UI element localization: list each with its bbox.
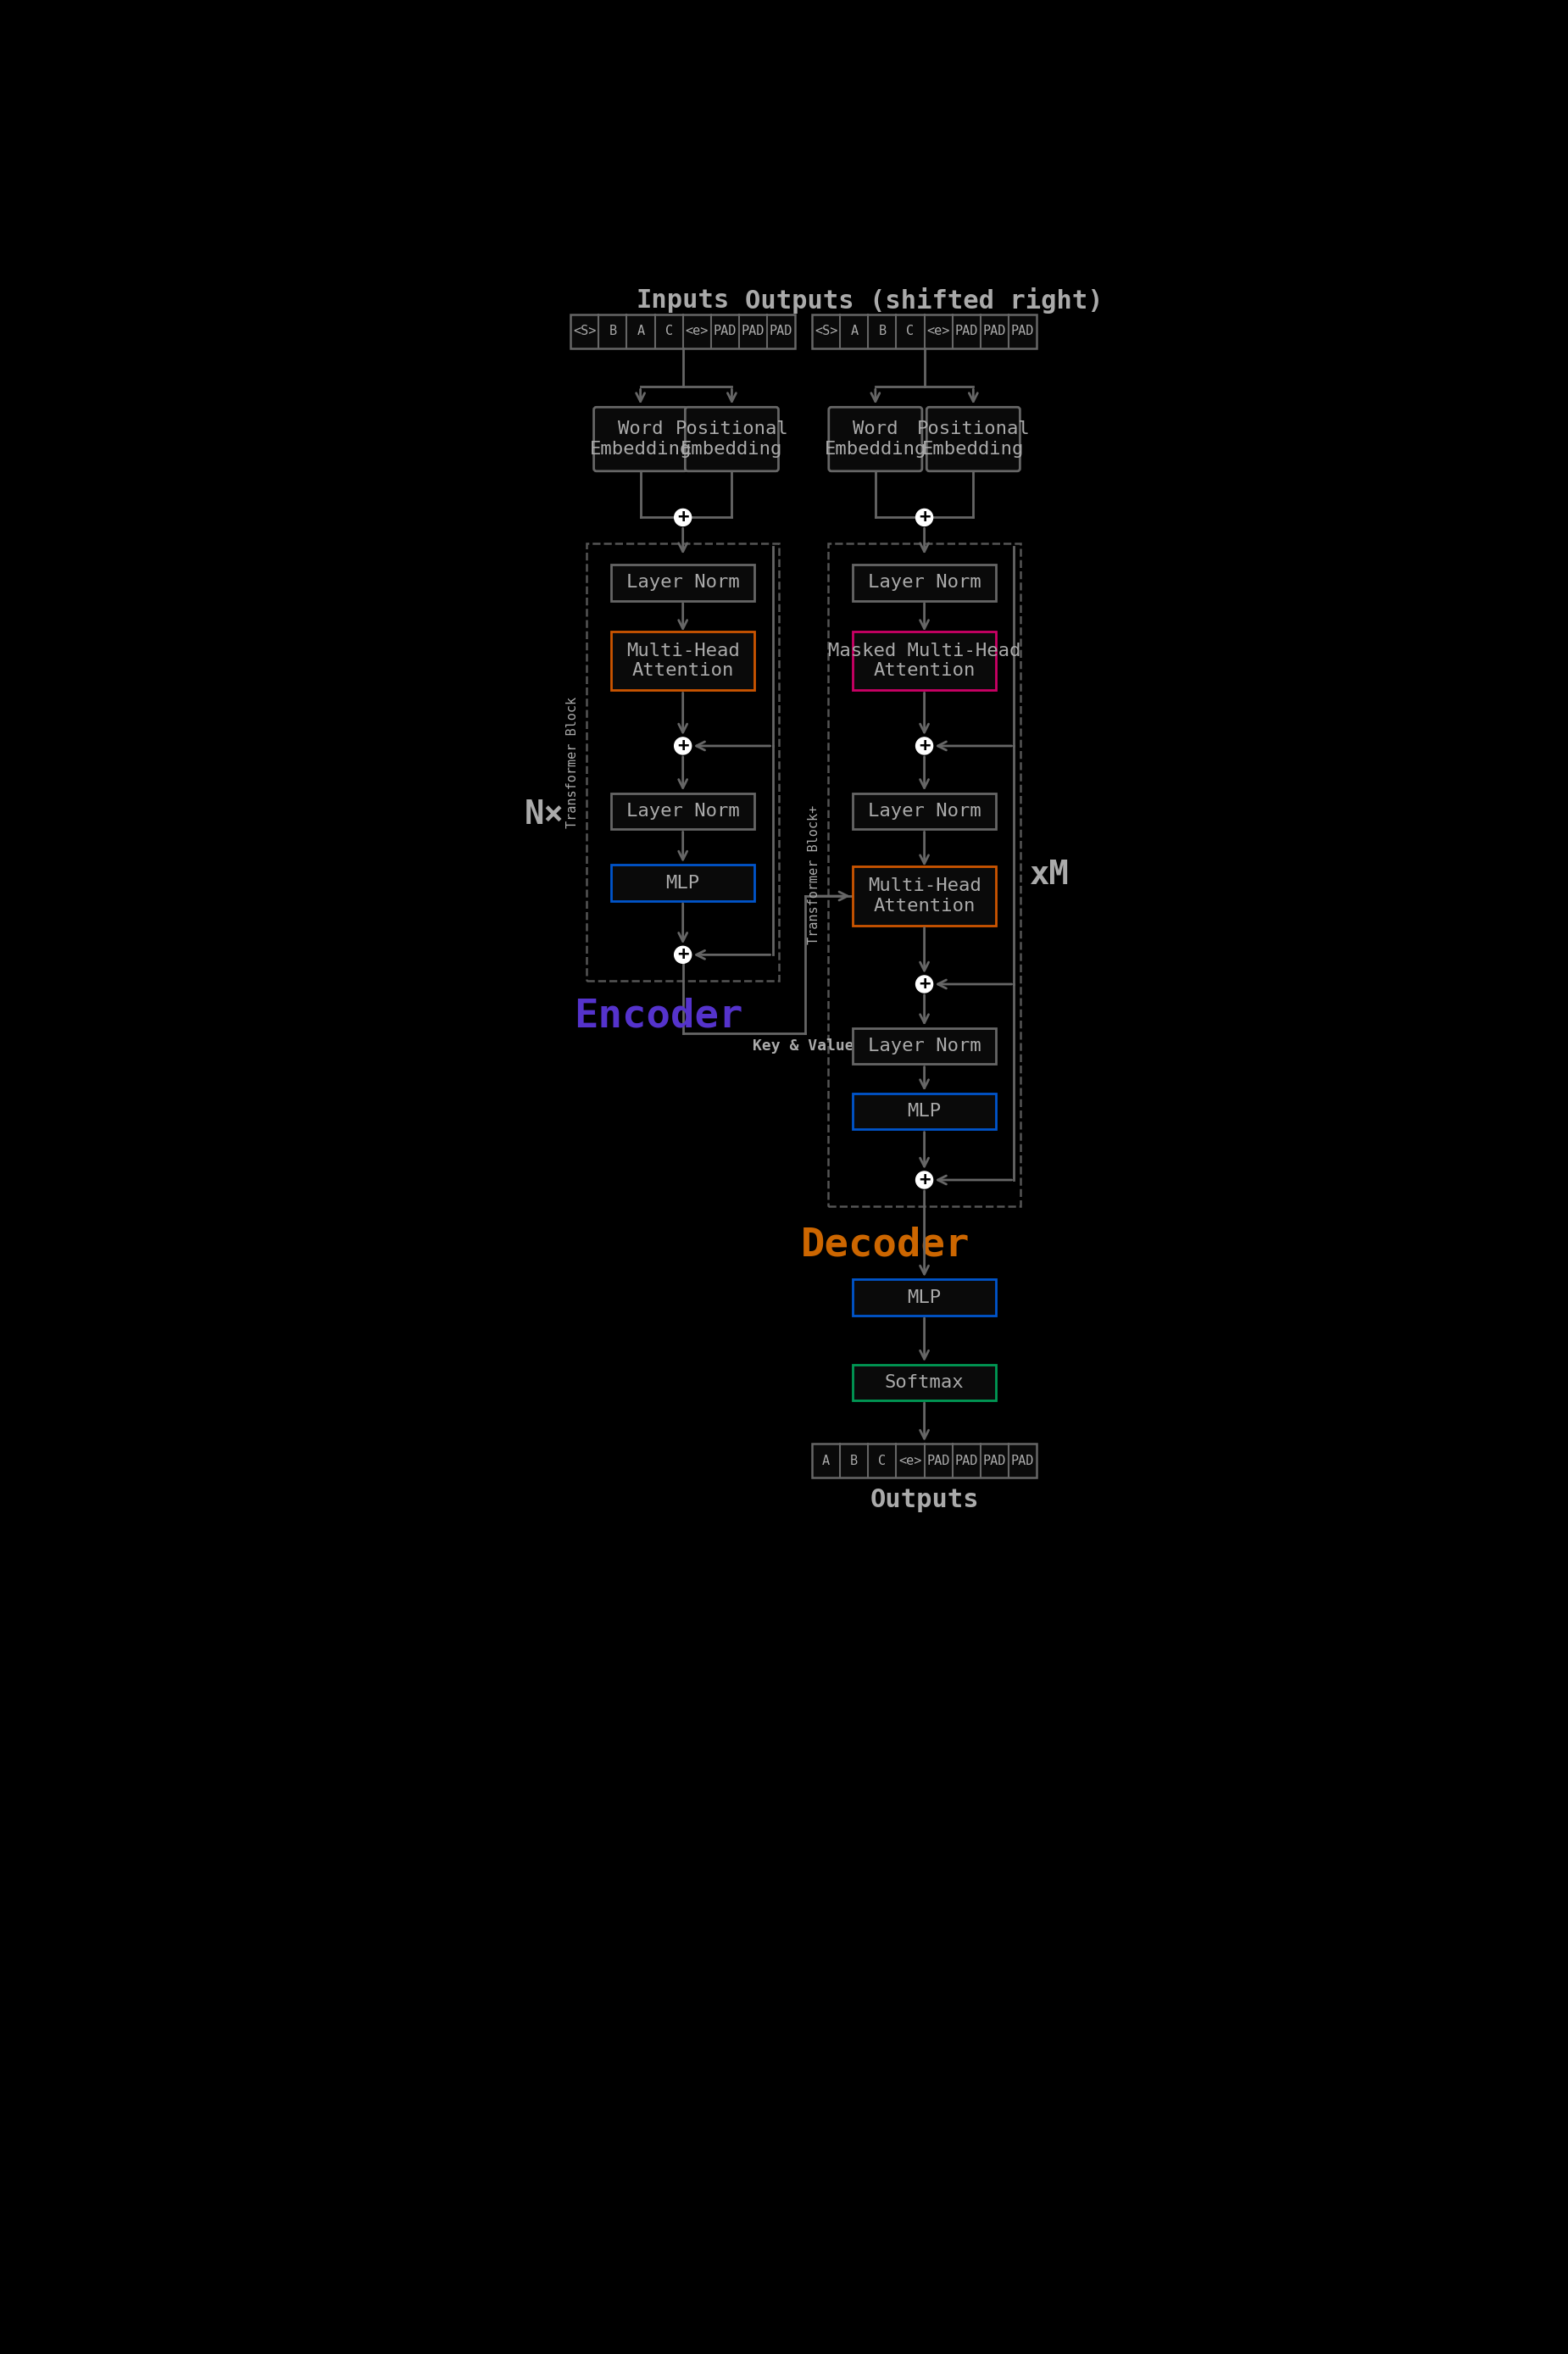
- Text: +: +: [919, 508, 930, 525]
- Text: +: +: [919, 1172, 930, 1189]
- FancyBboxPatch shape: [853, 1281, 996, 1316]
- Text: <S>: <S>: [572, 325, 596, 337]
- Text: MLP: MLP: [908, 1104, 941, 1121]
- Text: MLP: MLP: [666, 873, 699, 892]
- Text: PAD: PAD: [955, 1455, 978, 1467]
- Text: Multi-Head
Attention: Multi-Head Attention: [867, 878, 982, 913]
- FancyBboxPatch shape: [594, 407, 687, 471]
- Text: +: +: [677, 946, 688, 963]
- Text: Transformer Block: Transformer Block: [566, 697, 579, 829]
- Text: Word
Embedding: Word Embedding: [590, 421, 691, 457]
- Text: +: +: [677, 737, 688, 753]
- Circle shape: [916, 508, 933, 525]
- Bar: [586, 544, 779, 982]
- Text: Key & Value: Key & Value: [753, 1038, 855, 1055]
- Text: Layer Norm: Layer Norm: [626, 803, 740, 819]
- FancyBboxPatch shape: [853, 866, 996, 925]
- Text: A: A: [637, 325, 644, 337]
- Text: PAD: PAD: [927, 1455, 950, 1467]
- Text: C: C: [878, 1455, 886, 1467]
- Text: Word
Embedding: Word Embedding: [825, 421, 927, 457]
- Text: Encoder: Encoder: [574, 998, 743, 1036]
- Text: <e>: <e>: [898, 1455, 922, 1467]
- Text: B: B: [608, 325, 616, 337]
- Bar: [812, 1443, 1036, 1478]
- Circle shape: [916, 737, 933, 753]
- Text: Layer Norm: Layer Norm: [626, 574, 740, 591]
- Text: Softmax: Softmax: [884, 1375, 964, 1391]
- Text: A: A: [822, 1455, 829, 1467]
- Text: PAD: PAD: [713, 325, 737, 337]
- Text: PAD: PAD: [1011, 1455, 1035, 1467]
- Text: xM: xM: [1030, 859, 1069, 890]
- Text: Positional
Embedding: Positional Embedding: [676, 421, 789, 457]
- Text: Decoder: Decoder: [801, 1226, 969, 1264]
- Text: Layer Norm: Layer Norm: [867, 803, 982, 819]
- FancyBboxPatch shape: [853, 565, 996, 600]
- Text: PAD: PAD: [983, 1455, 1007, 1467]
- Text: +: +: [677, 508, 688, 525]
- Circle shape: [674, 737, 691, 753]
- Bar: [812, 315, 1036, 348]
- Text: Inputs: Inputs: [637, 290, 729, 313]
- Text: C: C: [906, 325, 914, 337]
- Text: Layer Norm: Layer Norm: [867, 1038, 982, 1055]
- Circle shape: [916, 975, 933, 993]
- FancyBboxPatch shape: [612, 793, 754, 829]
- Text: Multi-Head
Attention: Multi-Head Attention: [626, 643, 740, 680]
- Text: <e>: <e>: [685, 325, 709, 337]
- FancyBboxPatch shape: [829, 407, 922, 471]
- Text: MLP: MLP: [908, 1290, 941, 1306]
- Text: <e>: <e>: [927, 325, 950, 337]
- FancyBboxPatch shape: [927, 407, 1019, 471]
- Bar: [828, 544, 1021, 1205]
- Bar: [571, 315, 795, 348]
- FancyBboxPatch shape: [853, 1365, 996, 1401]
- Text: PAD: PAD: [983, 325, 1007, 337]
- Text: C: C: [665, 325, 673, 337]
- FancyBboxPatch shape: [853, 1029, 996, 1064]
- Text: Outputs: Outputs: [870, 1488, 978, 1511]
- Text: Positional
Embedding: Positional Embedding: [917, 421, 1030, 457]
- FancyBboxPatch shape: [685, 407, 778, 471]
- Text: B: B: [850, 1455, 858, 1467]
- Text: Outputs (shifted right): Outputs (shifted right): [745, 287, 1104, 313]
- Text: PAD: PAD: [955, 325, 978, 337]
- Text: Masked Multi-Head
Attention: Masked Multi-Head Attention: [828, 643, 1021, 680]
- FancyBboxPatch shape: [612, 631, 754, 690]
- Circle shape: [674, 946, 691, 963]
- Text: A: A: [850, 325, 858, 337]
- Circle shape: [916, 1172, 933, 1189]
- Text: <S>: <S>: [814, 325, 837, 337]
- Text: PAD: PAD: [770, 325, 793, 337]
- Circle shape: [674, 508, 691, 525]
- FancyBboxPatch shape: [853, 631, 996, 690]
- Text: PAD: PAD: [742, 325, 765, 337]
- Text: N×: N×: [524, 798, 564, 831]
- FancyBboxPatch shape: [612, 864, 754, 902]
- Text: Transformer Block+: Transformer Block+: [808, 805, 820, 944]
- Text: PAD: PAD: [1011, 325, 1035, 337]
- Text: +: +: [919, 737, 930, 753]
- FancyBboxPatch shape: [612, 565, 754, 600]
- Text: B: B: [878, 325, 886, 337]
- FancyBboxPatch shape: [853, 793, 996, 829]
- Text: +: +: [919, 975, 930, 993]
- FancyBboxPatch shape: [853, 1095, 996, 1130]
- Text: Layer Norm: Layer Norm: [867, 574, 982, 591]
